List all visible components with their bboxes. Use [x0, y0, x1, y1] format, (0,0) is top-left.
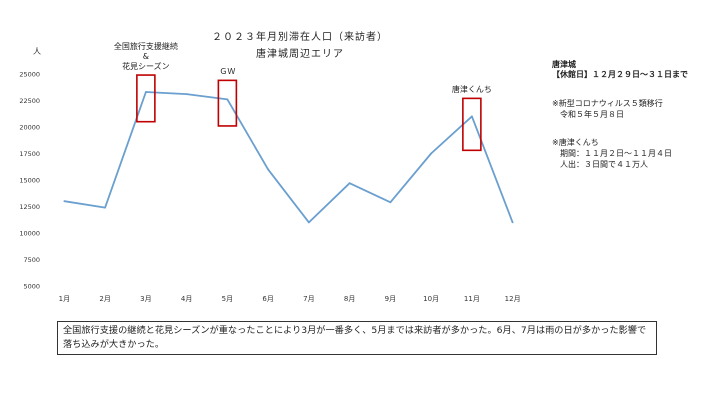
data-point — [226, 98, 229, 101]
data-point — [144, 91, 147, 93]
y-tick-label: 12500 — [19, 203, 40, 211]
y-tick-label: 17500 — [19, 150, 40, 158]
chart-subtitle: 唐津城周辺エリア — [256, 49, 344, 60]
highlight-box — [136, 74, 156, 123]
x-tick-label: 1月 — [59, 295, 70, 303]
data-point — [307, 221, 310, 224]
x-tick-label: 3月 — [140, 295, 151, 303]
covid-note: ※新型コロナウィルス５類移行 令和５年５月８日 — [552, 99, 663, 119]
data-point — [63, 200, 66, 203]
chart-title: ２０２３年月別滞在人口（来訪者） — [212, 32, 388, 43]
x-tick-label: 9月 — [385, 295, 396, 303]
series-line — [64, 91, 514, 224]
x-tick-label: 7月 — [303, 295, 314, 303]
highlight-label: 全国旅行支援継続 & 花見シーズン — [113, 42, 178, 72]
x-tick-label: 11月 — [464, 295, 480, 303]
highlight-label: ＧＷ — [219, 67, 236, 77]
y-tick-label: 25000 — [19, 71, 40, 79]
data-point — [389, 201, 392, 204]
x-tick-label: 6月 — [262, 295, 273, 303]
closed-days-note: 【休館日】１２月２９日～３１日まで — [552, 70, 688, 79]
data-point — [185, 93, 188, 96]
data-point — [511, 221, 514, 224]
data-point — [267, 168, 270, 171]
caption-box: 全国旅行支援の継続と花見シーズンが重なったことにより3月が一番多く、5月までは来… — [57, 321, 657, 355]
x-tick-label: 2月 — [99, 295, 110, 303]
kunchi-note: ※唐津くんち 期間：１１月２日～１１月４日 人出：３日間で４１万人 — [552, 138, 672, 169]
data-point — [470, 115, 473, 118]
castle-title: 唐津城 — [552, 60, 576, 69]
y-tick-label: 7500 — [23, 256, 40, 264]
y-tick-label: 20000 — [19, 124, 40, 132]
highlight-box — [462, 97, 482, 152]
y-tick-label: 22500 — [19, 97, 40, 105]
x-tick-label: 8月 — [344, 295, 355, 303]
y-tick-label: 5000 — [23, 283, 40, 291]
x-tick-label: 4月 — [181, 295, 192, 303]
data-point — [430, 152, 433, 155]
highlight-label: 唐津くんち — [451, 85, 492, 95]
y-tick-label: 15000 — [19, 177, 40, 185]
x-tick-label: 12月 — [505, 295, 521, 303]
x-tick-label: 10月 — [423, 295, 439, 303]
highlight-box — [217, 79, 238, 127]
y-tick-label: 10000 — [19, 230, 40, 238]
data-point — [348, 182, 351, 185]
data-point — [104, 206, 107, 209]
y-axis-unit: 人 — [33, 47, 41, 56]
x-tick-label: 5月 — [222, 295, 233, 303]
